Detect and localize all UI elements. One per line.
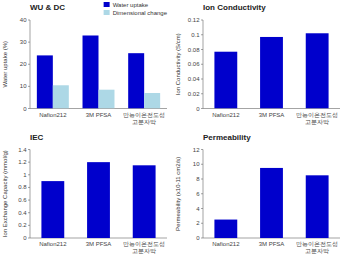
title: IEC	[30, 133, 44, 142]
x-tick-label: 만능이온전도성고분자막	[123, 112, 165, 125]
bar	[214, 52, 237, 109]
bar	[260, 37, 283, 109]
x-tick-label: 3M PFSA	[259, 112, 285, 118]
bar	[41, 181, 64, 238]
panel: Permeability Permeability (x10-11 cm2/s) 0…	[175, 133, 340, 255]
bar	[306, 33, 329, 108]
x-tick-label: 만능이온전도성고분자막	[296, 112, 338, 125]
bars	[37, 35, 160, 108]
y-tick-label: 0	[196, 106, 200, 112]
x-tick-label-line: 고분자막	[132, 248, 156, 254]
y-tick-label: 1	[23, 172, 27, 178]
bar	[260, 168, 283, 238]
bars	[214, 33, 328, 108]
y-tick-label: 0.1	[191, 32, 200, 38]
x-tick-label: Nafion212	[212, 112, 240, 118]
y-tick-label: 12	[193, 147, 200, 153]
bar	[83, 35, 99, 108]
y-tick-label: 0.08	[188, 47, 200, 53]
bar	[87, 162, 110, 238]
y-tick-label: 10	[193, 161, 200, 167]
y-tick-label: 0.04	[188, 76, 200, 82]
y-axis-label: Ion Conductivity (S/cm)	[175, 33, 181, 95]
y-tick-label: 1.2	[18, 159, 27, 165]
y-tick-label: 0.06	[188, 61, 200, 67]
y-axis-line	[203, 150, 204, 239]
bar	[37, 55, 53, 108]
x-tick-label-line: 만능이온전도성	[123, 241, 165, 247]
y-axis-label: Ion Exchange Capacity (mmol/g)	[2, 150, 8, 237]
y-tick-label: 30	[20, 39, 27, 45]
panel: Ion Conductivity Ion Conductivity (S/cm) 0…	[175, 3, 340, 125]
x-tick-label-line: 3M PFSA	[259, 112, 285, 118]
y-tick-label: 2	[196, 220, 200, 226]
y-tick-label: 0.4	[18, 210, 27, 216]
x-tick-label: 만능이온전도성고분자막	[123, 241, 165, 254]
bar	[133, 165, 156, 238]
y-tick-label: 0.8	[18, 184, 27, 190]
x-tick-label-line: Nafion212	[212, 112, 240, 118]
x-tick-label: Nafion212	[39, 241, 67, 247]
x-tick-label-line: 만능이온전도성	[296, 112, 338, 118]
y-axis-label: Permeability (x10-11 cm2/s)	[175, 157, 181, 231]
y-tick-label: 0.02	[188, 91, 200, 97]
x-tick-label-line: 고분자막	[305, 248, 329, 254]
title: WU & DC	[30, 3, 65, 12]
y-tick-label: 6	[196, 191, 200, 197]
bars	[41, 162, 155, 238]
x-tick-label-line: 만능이온전도성	[296, 241, 338, 247]
x-tick-label: 3M PFSA	[86, 112, 112, 118]
bar	[99, 90, 115, 109]
bar	[214, 220, 237, 238]
x-tick-label: 3M PFSA	[259, 241, 285, 247]
x-tick-label: Nafion212	[39, 112, 67, 118]
y-tick-label: 0	[23, 106, 27, 112]
legend: Water uptake Dimensional change	[104, 2, 168, 16]
legend-swatch	[104, 2, 110, 7]
y-tick-label: 40	[20, 17, 27, 23]
y-tick-label: 0.12	[188, 17, 200, 23]
panel: IEC Ion Exchange Capacity (mmol/g) 0 0.2 0.4…	[2, 133, 167, 255]
y-tick-label: 0	[196, 235, 200, 241]
y-tick-label: 20	[20, 61, 27, 67]
x-tick-label-line: 3M PFSA	[86, 112, 112, 118]
y-tick-label: 10	[20, 83, 27, 89]
bar	[53, 85, 69, 108]
x-tick-label-line: Nafion212	[212, 241, 240, 247]
title: Ion Conductivity	[203, 3, 266, 12]
panel: WU & DC Water uptake (%) 0 10 20 30 40 Nafion21…	[2, 2, 168, 125]
x-tick-label-line: 고분자막	[132, 119, 156, 125]
y-tick-label: 8	[196, 176, 200, 182]
y-tick-label: 0.2	[18, 222, 27, 228]
y-tick-label: 0.6	[18, 197, 27, 203]
title: Permeability	[203, 133, 251, 142]
x-tick-label: Nafion212	[212, 241, 240, 247]
bars	[214, 168, 328, 238]
x-tick-label: 만능이온전도성고분자막	[296, 241, 338, 254]
y-axis-label: Water uptake (%)	[2, 41, 8, 87]
y-axis-line	[203, 20, 204, 109]
bar	[144, 93, 160, 108]
y-tick-label: 1.4	[18, 147, 27, 153]
x-tick-label-line: 3M PFSA	[259, 241, 285, 247]
y-axis-line	[30, 150, 31, 239]
y-axis-line	[30, 20, 31, 109]
x-tick-label-line: 만능이온전도성	[123, 112, 165, 118]
legend-swatch	[104, 10, 110, 15]
legend-label: Dimensional change	[113, 10, 168, 16]
bar	[306, 175, 329, 238]
figure: WU & DCWater uptake (%)010203040Nafion21…	[0, 0, 346, 259]
x-tick-label-line: 고분자막	[305, 119, 329, 125]
legend-label: Water uptake	[113, 2, 149, 8]
x-tick-label-line: Nafion212	[39, 241, 67, 247]
x-tick-label-line: 3M PFSA	[86, 241, 112, 247]
x-tick-label: 3M PFSA	[86, 241, 112, 247]
y-tick-label: 0	[23, 235, 27, 241]
y-tick-label: 4	[196, 206, 200, 212]
x-tick-label-line: Nafion212	[39, 112, 67, 118]
bar	[128, 53, 144, 108]
